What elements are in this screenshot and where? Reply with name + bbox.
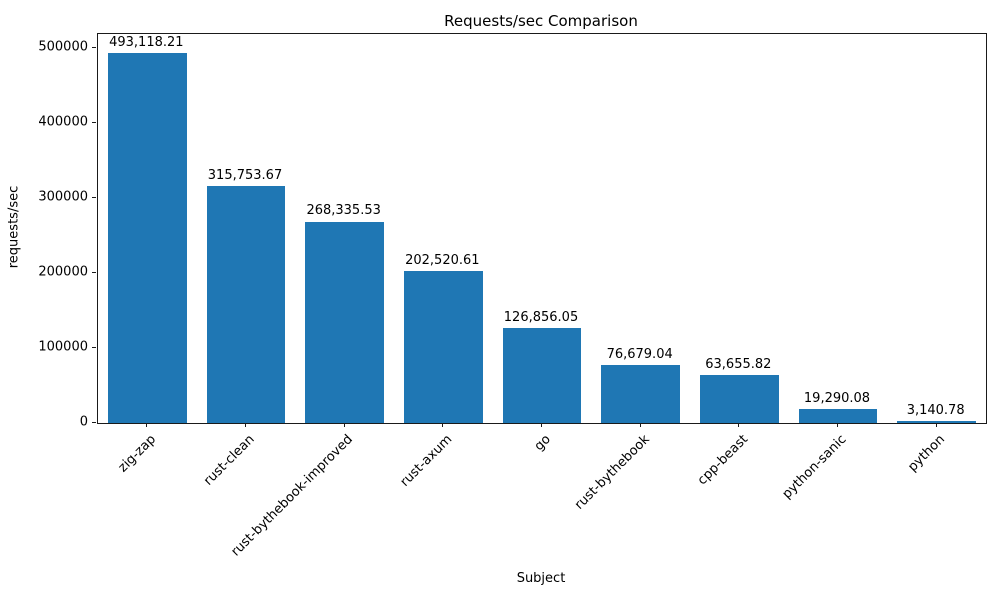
bar-value-label: 202,520.61	[405, 252, 480, 268]
y-tick-mark	[92, 346, 96, 348]
plot-area	[97, 33, 987, 424]
x-tick-label: zig-zap	[115, 432, 159, 476]
y-axis-label: requests/sec	[6, 185, 22, 269]
x-tick-mark	[837, 423, 838, 427]
y-tick-label: 200000	[38, 264, 88, 280]
bar-value-label: 268,335.53	[306, 203, 381, 219]
x-axis-label: Subject	[516, 571, 566, 586]
bar-rust-clean	[206, 185, 286, 423]
bar-value-label: 63,655.82	[705, 357, 772, 373]
chart-title: Requests/sec Comparison	[444, 12, 638, 30]
x-tick-label: rust-bythebook	[571, 432, 653, 513]
bar-cpp-beast	[699, 375, 779, 423]
bar-value-label: 76,679.04	[606, 347, 673, 363]
x-tick-label: rust-axum	[397, 432, 455, 490]
x-tick-mark	[343, 423, 345, 427]
x-tick-label: python	[905, 432, 949, 475]
y-tick-label: 400000	[38, 114, 88, 130]
bar-value-label: 19,290.08	[803, 390, 871, 406]
x-tick-mark	[738, 423, 740, 427]
x-tick-label: python-sanic	[779, 432, 850, 502]
y-tick-mark	[92, 196, 96, 198]
x-tick-mark	[146, 423, 148, 427]
bar-value-label: 493,118.21	[109, 34, 184, 50]
bar-zig-zap	[107, 52, 187, 423]
x-tick-mark	[442, 423, 444, 427]
x-tick-label: go	[531, 432, 554, 455]
bar-rust-axum	[403, 270, 483, 423]
bar-python	[897, 420, 977, 423]
y-tick-mark	[92, 422, 96, 423]
y-tick-mark	[92, 271, 96, 273]
x-tick-mark	[245, 423, 246, 427]
y-tick-label: 500000	[38, 39, 88, 55]
bar-python-sanic	[798, 408, 878, 423]
y-tick-mark	[92, 121, 96, 123]
x-tick-mark	[935, 423, 937, 427]
y-tick-mark	[92, 46, 96, 48]
y-tick-label: 0	[79, 414, 88, 430]
y-tick-label: 100000	[38, 339, 88, 355]
x-tick-label: cpp-beast	[694, 432, 751, 489]
x-tick-mark	[639, 423, 641, 427]
bar-rust-bythebook	[601, 365, 681, 423]
x-tick-label: rust-clean	[200, 432, 258, 489]
bar-value-label: 315,753.67	[207, 167, 283, 183]
bar-rust-bythebook-improved	[305, 221, 385, 423]
bar-value-label: 126,856.05	[503, 309, 579, 325]
x-tick-mark	[541, 423, 542, 427]
bar-go	[502, 327, 582, 423]
bar-value-label: 3,140.78	[906, 402, 965, 418]
y-tick-label: 300000	[38, 189, 88, 205]
